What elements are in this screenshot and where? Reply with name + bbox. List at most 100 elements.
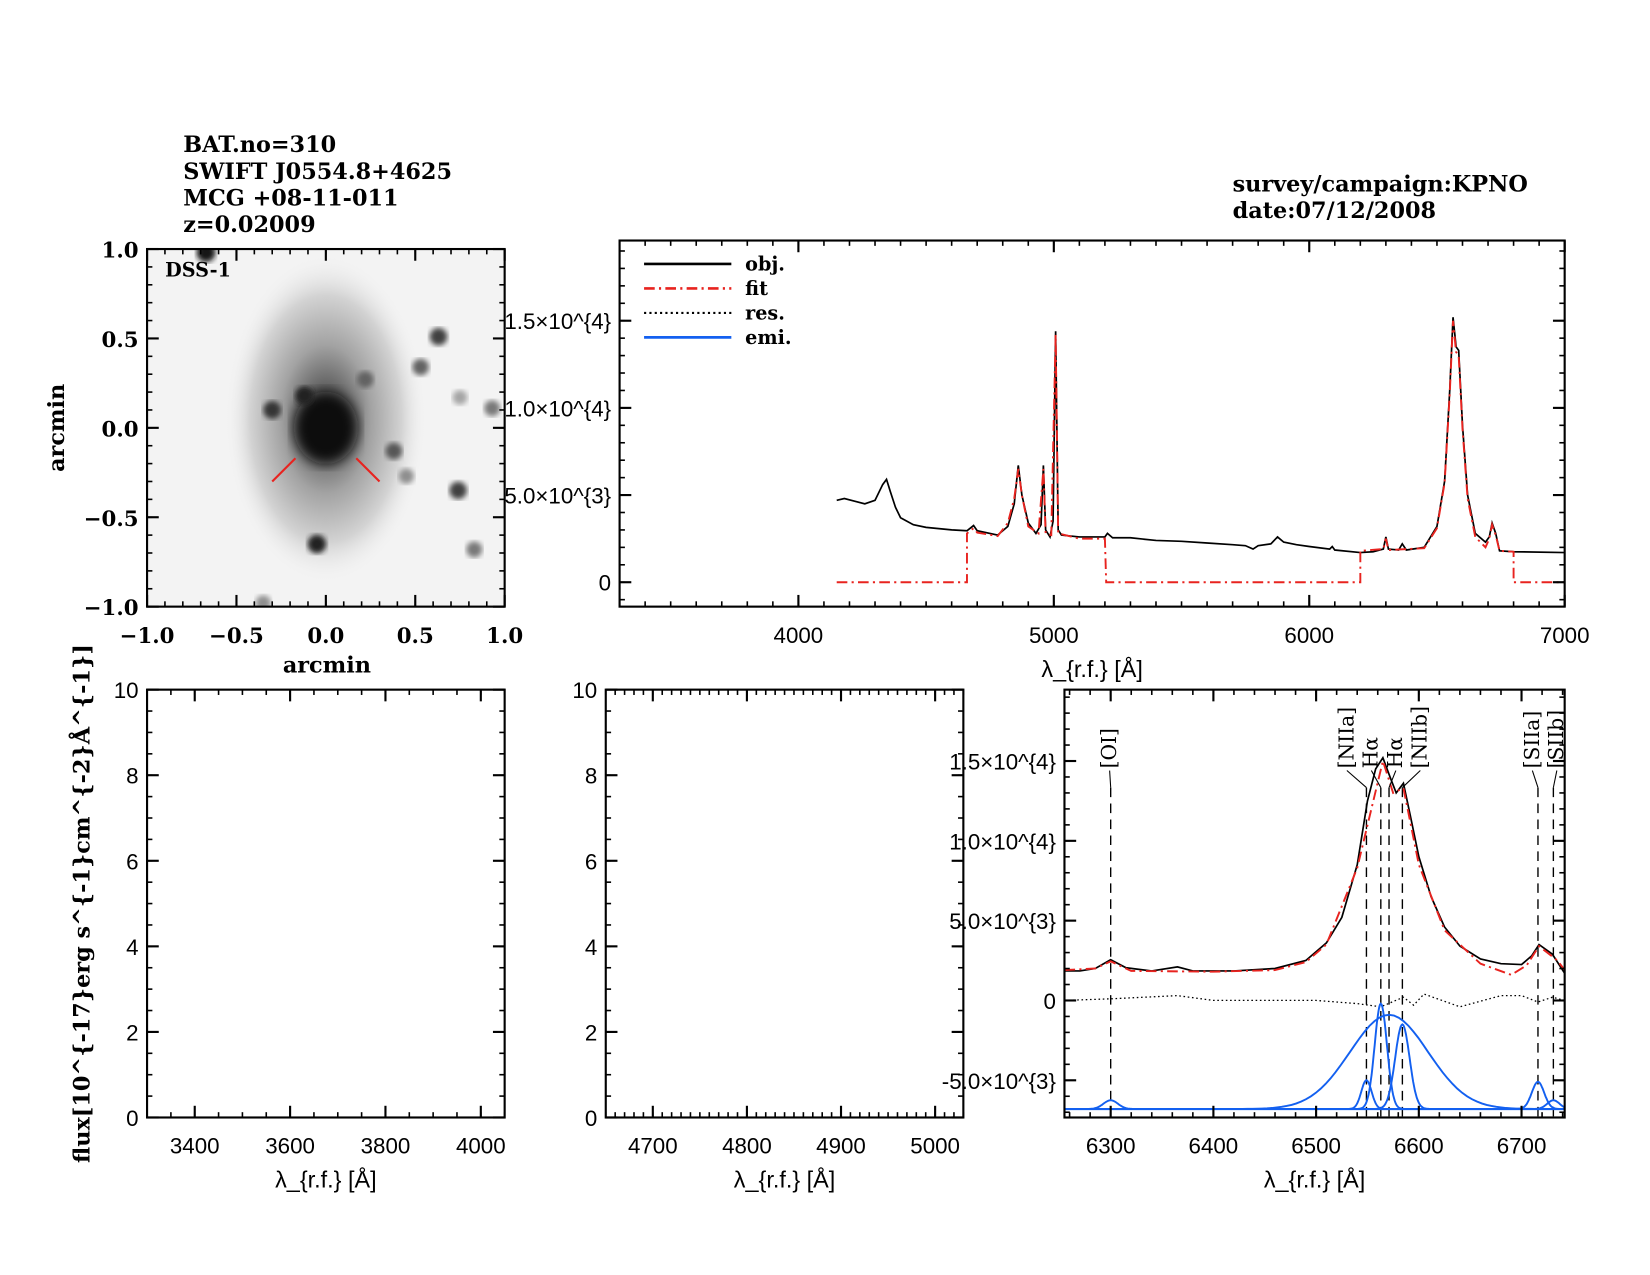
x-axis-label: λ_{r.f.} [Å] — [275, 1166, 377, 1193]
star-source — [398, 468, 414, 484]
x-axis-label: λ_{r.f.} [Å] — [1264, 1166, 1366, 1193]
spectrum-panel-full: 4000 5000 6000 7000 0 5.0×10^{3} 1.0×10^{4} 1.5… — [504, 239, 1590, 682]
y-tick-label: 8 — [126, 764, 138, 789]
line-marker-leader-1 — [1346, 770, 1367, 788]
spectrum-panel-halpha: [OI] [NIIa] Hα Hα [NIIb] [SIIa] [SIIb]6300 6400… — [942, 688, 1568, 1193]
plot-frame — [1063, 688, 1566, 1119]
x-tick-label: −0.5 — [209, 624, 264, 649]
spectrum-panel-hbeta_blue: 3400 3600 3800 4000 0 2 4 6 8 10 λ_{r.f.} [Å] flux[… — [69, 644, 506, 1193]
star-source — [263, 401, 282, 419]
x-tick-label: 0.5 — [397, 624, 434, 649]
panels: DSS-1 −1.0 −0.5 0.0 0.5 1.0 −1.0 −0.5 0.0 0.5 1.0 a… — [44, 239, 1589, 1193]
x-tick-label: 5000 — [1029, 623, 1079, 648]
y-tick-label: 4 — [585, 935, 597, 960]
emission-component-0 — [1081, 1099, 1140, 1110]
line-marker-label: Hα — [1383, 737, 1407, 769]
galaxy-nucleus — [293, 391, 358, 465]
x-tick-label: 6300 — [1086, 1134, 1136, 1159]
y-tick-label: 2 — [126, 1020, 138, 1045]
x-tick-label: 0.0 — [307, 624, 344, 649]
line-marker-label: [NIIb] — [1408, 706, 1432, 768]
y-tick-label: 1.0×10^{4} — [949, 829, 1056, 854]
y-tick-label: 0 — [126, 1106, 138, 1131]
line-marker-leader-5 — [1531, 770, 1539, 788]
y-tick-label: 8 — [585, 764, 597, 789]
y-tick-label: 1.5×10^{4} — [949, 750, 1056, 775]
emission-component-4 — [1373, 1023, 1432, 1110]
x-tick-label: 6600 — [1394, 1134, 1444, 1159]
image-y-axis-label: arcmin — [44, 384, 70, 472]
x-tick-label: 4900 — [816, 1134, 866, 1159]
y-tick-label: 6 — [585, 849, 597, 874]
legend-label-1: fit — [745, 277, 768, 300]
line-marker-label: Hα — [1359, 737, 1383, 769]
y-tick-label: 10 — [114, 678, 139, 703]
y-tick-label: 2 — [585, 1020, 597, 1045]
series-obj — [1064, 755, 1565, 974]
series-fit — [836, 320, 1565, 584]
series-fit — [1064, 757, 1565, 976]
plot-frame — [604, 688, 965, 1119]
y-tick-label: 0.0 — [102, 417, 139, 442]
y-tick-label: −1.0 — [84, 596, 139, 621]
header-left: BAT.no=310 SWIFT J0554.8+4625 MCG +08-11… — [183, 132, 452, 238]
y-tick-label: 5.0×10^{3} — [949, 909, 1056, 934]
y-tick-label: 0.5 — [102, 328, 139, 353]
y-tick-label: 10 — [572, 678, 597, 703]
x-tick-label: 6400 — [1189, 1134, 1239, 1159]
star-source — [295, 386, 314, 405]
target-marker — [271, 457, 297, 483]
x-tick-label: −1.0 — [120, 624, 175, 649]
x-tick-label: 4000 — [456, 1134, 506, 1159]
x-tick-label: 4000 — [774, 623, 824, 648]
plot-frame — [145, 247, 506, 608]
plot-frame — [618, 239, 1566, 608]
x-tick-label: 4700 — [628, 1134, 678, 1159]
y-tick-label: 0 — [585, 1106, 597, 1131]
y-tick-label: 1.0 — [102, 239, 139, 264]
line-marker-leader-3 — [1388, 770, 1397, 788]
x-tick-label: 3400 — [170, 1134, 220, 1159]
y-tick-label: 5.0×10^{3} — [504, 484, 611, 509]
target-marker — [355, 457, 381, 483]
x-axis-label: λ_{r.f.} [Å] — [1041, 655, 1143, 682]
star-source — [466, 541, 483, 558]
line-marker-label: [NIIa] — [1334, 707, 1358, 769]
x-tick-label: 3600 — [265, 1134, 315, 1159]
emission-component-3 — [1232, 1013, 1546, 1110]
y-tick-label: -5.0×10^{3} — [942, 1069, 1057, 1094]
star-source — [484, 400, 501, 417]
star-source — [452, 390, 468, 405]
x-tick-label: 1.0 — [486, 624, 523, 649]
spectrum-panel-hbeta: 4700 4800 4900 5000 0 2 4 6 8 10 λ_{r.f.} [Å] — [572, 678, 965, 1193]
header-bat-number: BAT.no=310 — [183, 132, 336, 158]
header-galaxy-name: MCG +08-11-011 — [183, 185, 398, 211]
y-tick-label: −0.5 — [84, 507, 139, 532]
y-tick-label: 6 — [126, 849, 138, 874]
x-tick-label: 3800 — [361, 1134, 411, 1159]
line-marker-leader-2 — [1370, 770, 1382, 788]
x-tick-label: 7000 — [1540, 623, 1590, 648]
star-source — [307, 534, 327, 554]
legend-label-0: obj. — [745, 252, 785, 275]
line-marker-label: [SIIa] — [1520, 711, 1544, 769]
image-survey-label: DSS-1 — [165, 259, 231, 282]
x-tick-label: 6000 — [1284, 623, 1334, 648]
plot-area — [836, 317, 1565, 584]
x-axis-label: λ_{r.f.} [Å] — [734, 1166, 836, 1193]
header-right: survey/campaign:KPNO date:07/12/2008 — [1233, 172, 1528, 225]
star-source — [412, 358, 429, 376]
x-tick-label: 6500 — [1291, 1134, 1341, 1159]
legend-label-2: res. — [745, 301, 785, 324]
line-marker-label: [OI] — [1097, 728, 1121, 768]
y-tick-label: 0 — [1044, 989, 1056, 1014]
y-tick-label: 1.0×10^{4} — [504, 396, 611, 421]
star-source — [255, 595, 271, 607]
y-tick-label: 4 — [126, 935, 138, 960]
header-survey: survey/campaign:KPNO — [1233, 172, 1528, 198]
star-source — [449, 481, 467, 500]
star-source — [429, 327, 448, 346]
series-obj — [836, 317, 1565, 554]
dss-image-panel: DSS-1 −1.0 −0.5 0.0 0.5 1.0 −1.0 −0.5 0.0 0.5 1.0 a… — [44, 239, 523, 679]
series-res — [1064, 993, 1565, 1008]
